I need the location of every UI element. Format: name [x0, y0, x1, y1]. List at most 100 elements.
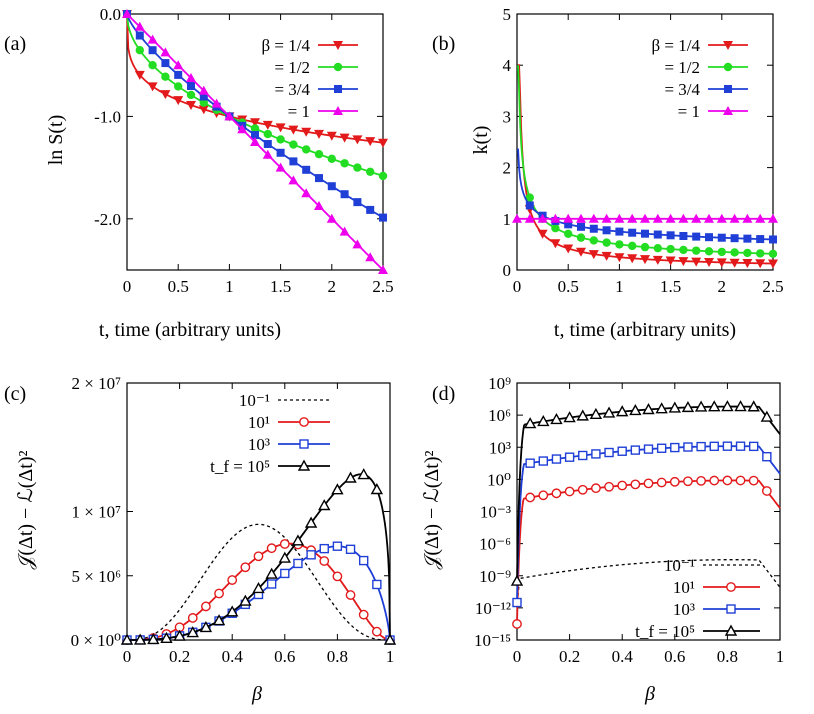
panel-b-point — [614, 213, 625, 223]
panel-b-point — [640, 255, 650, 265]
panel-c-point — [186, 626, 199, 638]
panel-b-legend-marker — [723, 41, 733, 50]
panel-a-point — [288, 125, 299, 135]
panel-d-legend-marker — [726, 582, 736, 592]
panel-b-point — [537, 229, 548, 239]
panel-d-point — [525, 492, 536, 503]
panel-a-point — [289, 140, 298, 149]
panel-b-point — [640, 213, 650, 223]
panel-d-ytick-label: 10⁻⁹ — [479, 567, 511, 586]
panel-a-point — [327, 182, 336, 191]
panel-a-point — [186, 90, 196, 100]
panel-d-point — [617, 446, 627, 456]
panel-a-point — [340, 190, 349, 199]
panel-d-ytick-label: 10⁻¹² — [475, 599, 511, 618]
panel-b-ylabel: k(t) — [470, 126, 492, 155]
panel-a-point — [301, 188, 312, 198]
panel-b-point — [679, 245, 688, 255]
panel-b-point — [692, 246, 701, 255]
panel-b-point — [614, 253, 625, 263]
panel-c-ytick-label: 1 × 10⁷ — [71, 503, 121, 522]
panel-a-point — [199, 98, 208, 107]
panel-d-point — [681, 400, 695, 413]
panel-c-point — [266, 543, 277, 554]
panel-c-ytick-label: 2 × 10⁷ — [71, 374, 121, 393]
panel-b-point — [577, 222, 585, 231]
panel-d-point — [643, 444, 654, 454]
panel-b-label: (b) — [432, 33, 455, 55]
panel-b-point — [615, 240, 624, 249]
panel-a-point — [148, 46, 157, 55]
panel-c-point — [371, 626, 382, 637]
panel-c-point — [344, 471, 357, 483]
panel-b-point — [717, 233, 726, 242]
panel-d-point — [643, 478, 654, 489]
panel-b-point — [743, 234, 752, 243]
panel-b-point — [742, 213, 753, 223]
panel-d-series-line — [516, 445, 781, 603]
panel-b-point — [665, 213, 676, 223]
panel-a-point — [187, 81, 195, 90]
panel-b-point — [652, 255, 663, 265]
panel-b-point — [756, 235, 765, 244]
panel-b-point — [678, 257, 689, 267]
panel-b-point — [628, 241, 637, 251]
panel-b-xtick-label: 2.5 — [762, 277, 783, 296]
panel-a-point — [326, 131, 337, 141]
panel-b-point — [716, 258, 727, 268]
panel-c-point — [293, 558, 303, 569]
panel-c-point — [304, 516, 318, 528]
panel-a-legend-marker — [334, 85, 342, 93]
panel-a-point — [314, 150, 324, 159]
panel-b-point — [756, 249, 765, 258]
panel-c-legend-label: 10⁻¹ — [239, 391, 270, 410]
panel-a-xlabel: t, time (arbitrary units) — [99, 319, 281, 341]
panel-c-point — [345, 544, 356, 555]
panel-d-xtick-label: 0 — [513, 647, 522, 666]
panel-a-xtick-label: 0 — [123, 277, 132, 296]
panel-d-point — [722, 441, 733, 451]
panel-d-series-line — [516, 559, 781, 608]
panel-a-ytick-label: 0.0 — [100, 5, 121, 24]
panel-b-point — [588, 250, 599, 260]
panel-a-legend-label: β = 1/4 — [262, 36, 311, 55]
panel-d-point — [735, 441, 746, 451]
panel-b-point — [678, 213, 689, 223]
panel-c-legend-label: t_f = 10⁵ — [210, 457, 270, 476]
panel-b-plot-frame — [516, 13, 774, 271]
panel-b-point — [550, 213, 561, 223]
panel-c-legend-marker — [299, 417, 309, 427]
panel-b-ytick-label: 1 — [503, 210, 512, 229]
panel-d-point — [512, 619, 522, 629]
panel-c-point — [279, 539, 290, 549]
panel-a-point — [135, 46, 144, 55]
panel-b-point — [640, 242, 650, 252]
panel-a-point — [161, 59, 170, 68]
panel-c-xtick-label: 0 — [123, 647, 132, 666]
panel-d-point — [670, 442, 680, 453]
panel-b-legend-label: = 1/2 — [664, 58, 700, 77]
panel-b-point — [755, 213, 766, 223]
panel-c-point — [252, 582, 265, 594]
panel-d-point — [616, 405, 629, 417]
panel-b-point — [730, 248, 739, 257]
panel-b-point — [768, 259, 778, 269]
panel-d-point — [656, 477, 667, 488]
panel-a-point — [263, 140, 272, 149]
panel-c-point — [227, 575, 238, 585]
panel-d-point — [709, 475, 720, 486]
panel-b-point — [704, 213, 714, 223]
panel-d-xlabel: β — [644, 683, 655, 705]
panel-a-point — [314, 201, 324, 210]
panel-a-point — [186, 101, 196, 111]
panel-b-xtick-label: 2 — [718, 277, 727, 296]
panel-d-point — [656, 443, 667, 453]
panel-d-point — [630, 479, 641, 490]
panel-b-point — [704, 247, 714, 256]
panel-d-legend-label: t_f = 10⁵ — [635, 622, 695, 641]
panel-d-xtick-label: 0.8 — [717, 647, 738, 666]
panel-c-legend-label: 10¹ — [248, 413, 270, 432]
panel-d-point — [578, 450, 588, 461]
panel-b-point — [564, 220, 573, 229]
panel-d-point — [630, 445, 641, 455]
